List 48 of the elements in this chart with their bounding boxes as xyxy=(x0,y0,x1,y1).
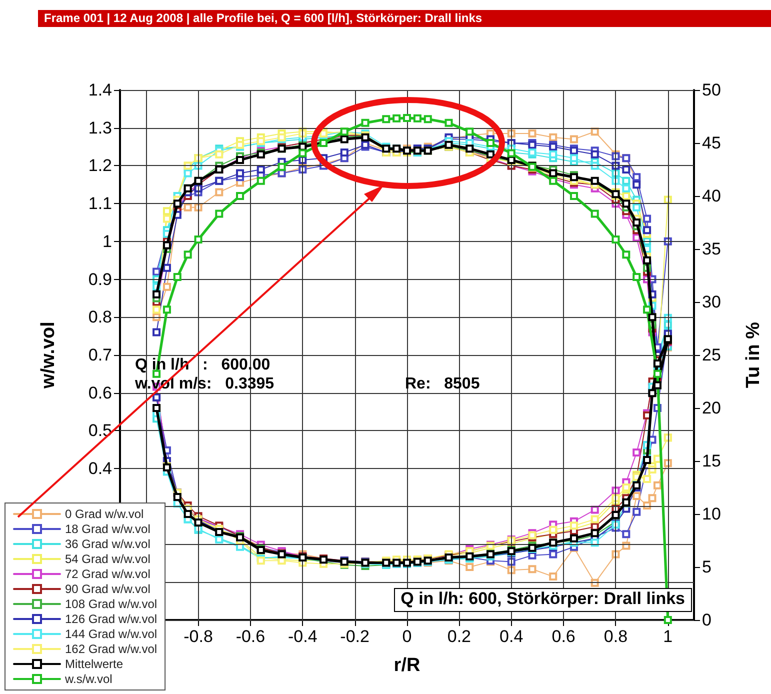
y2-tick-label: 40 xyxy=(702,186,721,206)
legend-label: 72 Grad w/w.vol xyxy=(65,567,150,581)
y-tick-label: 1 xyxy=(102,232,112,251)
y-axis-title: w/w.vol xyxy=(38,322,59,390)
legend-label: 36 Grad w/w.vol xyxy=(65,537,150,551)
annotation: Q in l/h: 600, Störkörper: Drall links xyxy=(394,588,692,612)
x-tick-label: -0.8 xyxy=(184,627,213,646)
x-tick-label: 0.6 xyxy=(552,627,576,646)
y2-tick-label: 20 xyxy=(702,398,721,418)
y2-tick-label: 35 xyxy=(702,240,721,258)
y2-tick-label: 25 xyxy=(702,346,721,364)
x-tick-label: 1 xyxy=(663,627,673,646)
legend-label: 108 Grad w/w.vol xyxy=(65,597,158,611)
y-tick-label: 0.7 xyxy=(88,346,112,364)
legend-label: 18 Grad w/w.vol xyxy=(65,522,150,536)
y-tick-label: 0.6 xyxy=(88,383,112,402)
legend-label: 0 Grad w/w.vol xyxy=(65,507,144,521)
y-tick-label: 1.4 xyxy=(88,80,112,100)
y2-tick-label: 45 xyxy=(702,134,721,152)
legend-label: 54 Grad w/w.vol xyxy=(65,552,150,566)
chart-title: Frame 001 | 12 Aug 2008 | alle Profile bei, Q = 600 [l/h], Störkörper: Drall links xyxy=(38,10,771,27)
y2-axis-title: Tu in % xyxy=(743,322,764,388)
legend-label: Mittelwerte xyxy=(65,657,124,671)
y-tick-label: 1.1 xyxy=(88,194,112,214)
y2-tick-label: 5 xyxy=(702,558,712,576)
x-tick-label: 0 xyxy=(402,627,412,646)
legend-label: 90 Grad w/w.vol xyxy=(65,582,150,596)
x-tick-label: -0.4 xyxy=(288,627,318,646)
x-axis-title: r/R xyxy=(394,655,420,676)
x-tick-label: -0.2 xyxy=(340,627,370,646)
x-tick-label: 0.4 xyxy=(500,627,524,646)
y2-tick-label: 15 xyxy=(702,452,721,470)
x-tick-label: 0.2 xyxy=(447,627,471,646)
legend-label: 144 Grad w/w.vol xyxy=(65,627,158,641)
legend-label: w.s/w.vol xyxy=(64,672,112,686)
x-tick-label: -0.6 xyxy=(236,627,266,646)
y-tick-label: 1.2 xyxy=(88,156,112,176)
y-tick-label: 0.4 xyxy=(88,459,112,478)
y2-tick-label: 0 xyxy=(702,610,712,630)
y2-tick-label: 50 xyxy=(702,80,721,100)
legend-label: 162 Grad w/w.vol xyxy=(65,642,158,656)
y-tick-label: 0.9 xyxy=(88,270,112,289)
y-tick-label: 1.3 xyxy=(88,118,112,138)
x-tick-label: 0.8 xyxy=(604,627,628,646)
y2-tick-label: 10 xyxy=(702,504,721,524)
legend-label: 126 Grad w/w.vol xyxy=(65,612,158,626)
y-tick-label: 0.8 xyxy=(88,308,112,327)
y2-tick-label: 30 xyxy=(702,292,721,312)
